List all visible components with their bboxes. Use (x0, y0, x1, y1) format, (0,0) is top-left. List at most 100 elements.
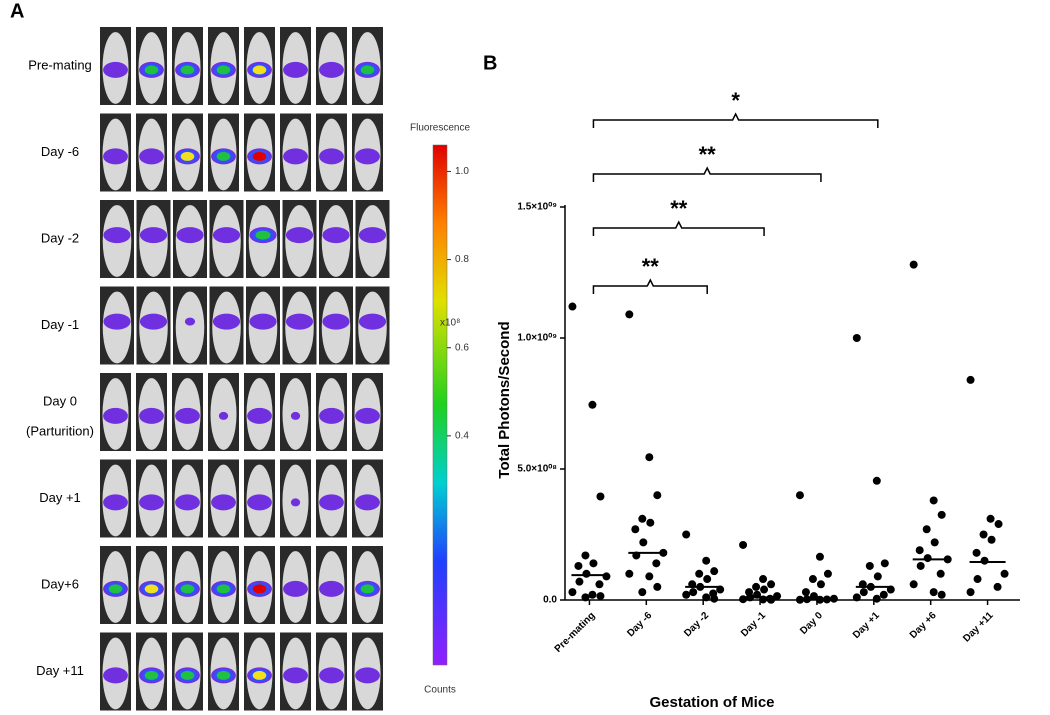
colorbar-tick-label: 0.8 (455, 254, 469, 265)
data-point (923, 554, 932, 563)
data-point (695, 569, 704, 578)
signal-blob (360, 65, 375, 75)
data-point (966, 588, 975, 597)
data-point (575, 577, 584, 586)
data-point (872, 476, 881, 485)
data-point (703, 575, 712, 584)
x-tick-label: Pre-mating (553, 610, 598, 655)
signal-blob (184, 317, 196, 326)
data-point (909, 580, 918, 589)
colorbar-bottom-label: Counts (424, 685, 456, 696)
signal-blob (103, 227, 131, 244)
data-point (815, 552, 824, 561)
data-point (859, 588, 868, 597)
signal-blob (355, 494, 380, 511)
x-tick-label: Day +6 (908, 610, 939, 641)
data-point (987, 535, 996, 544)
data-point (582, 569, 591, 578)
colorbar-tick-label: 0.6 (455, 342, 469, 353)
data-point (581, 593, 590, 602)
signal-blob (139, 227, 168, 244)
significance-label: * (731, 88, 740, 113)
signal-blob (247, 494, 272, 511)
x-axis-label: Gestation of Mice (649, 694, 774, 711)
x-tick-label: Day -2 (682, 610, 711, 639)
signal-blob (358, 313, 387, 330)
mouse-body (175, 291, 205, 364)
colorbar-unit: x10⁸ (440, 318, 460, 329)
signal-blob (103, 494, 128, 511)
signal-blob (252, 65, 267, 75)
data-point (1000, 569, 1009, 578)
signal-blob (290, 411, 301, 420)
signal-blob (139, 148, 164, 165)
data-point (702, 593, 711, 602)
signal-blob (144, 584, 159, 594)
data-point (880, 559, 889, 568)
signal-blob (103, 148, 128, 165)
signal-blob (319, 148, 344, 165)
data-point (596, 592, 605, 601)
data-point (652, 559, 661, 568)
data-point (568, 302, 577, 311)
signal-blob (216, 670, 231, 680)
data-point (916, 561, 925, 570)
data-point (980, 556, 989, 565)
signal-blob (103, 407, 128, 424)
data-point (702, 556, 711, 565)
signal-blob (175, 494, 200, 511)
data-point (852, 593, 861, 602)
signal-blob (355, 407, 380, 424)
data-point (993, 582, 1002, 591)
data-point (979, 530, 988, 539)
signal-blob (252, 584, 267, 594)
signal-blob (211, 494, 236, 511)
signal-blob (285, 313, 314, 330)
signal-blob (212, 227, 241, 244)
significance-label: ** (670, 196, 688, 221)
data-point (710, 594, 719, 603)
data-point (596, 492, 605, 501)
data-point (801, 588, 810, 597)
colorbar-tick-label: 1.0 (455, 166, 469, 177)
signal-blob (180, 584, 195, 594)
data-point (631, 525, 640, 534)
signal-blob (139, 313, 168, 330)
data-point (795, 491, 804, 500)
data-point (936, 569, 945, 578)
signal-blob (218, 411, 229, 420)
signal-blob (176, 227, 204, 244)
signal-blob (319, 494, 344, 511)
signal-blob (319, 667, 344, 684)
signal-blob (319, 407, 344, 424)
data-point (973, 575, 982, 584)
data-point (645, 572, 654, 581)
significance-bracket (592, 112, 879, 128)
signal-blob (216, 65, 231, 75)
data-point (645, 453, 654, 462)
data-point (588, 400, 597, 409)
significance-label: ** (699, 142, 717, 167)
signal-blob (283, 667, 308, 684)
data-point (653, 491, 662, 500)
signal-blob (180, 65, 195, 75)
signal-blob (252, 151, 267, 161)
panel-letter: B (483, 52, 497, 74)
signal-blob (322, 313, 350, 330)
data-point (909, 260, 918, 269)
signal-blob (247, 407, 272, 424)
data-point (759, 575, 768, 584)
signal-blob (255, 230, 271, 240)
data-point (589, 559, 598, 568)
data-point (574, 561, 583, 570)
signal-blob (144, 670, 159, 680)
row-label: Pre-mating (28, 57, 92, 72)
x-tick-label: Day +11 (961, 610, 996, 645)
signal-blob (216, 151, 231, 161)
colorbar-title: Fluorescence (410, 123, 470, 134)
row-label: Day 0 (43, 393, 77, 408)
data-point (872, 594, 881, 603)
signal-blob (139, 494, 164, 511)
signal-blob (283, 61, 308, 78)
